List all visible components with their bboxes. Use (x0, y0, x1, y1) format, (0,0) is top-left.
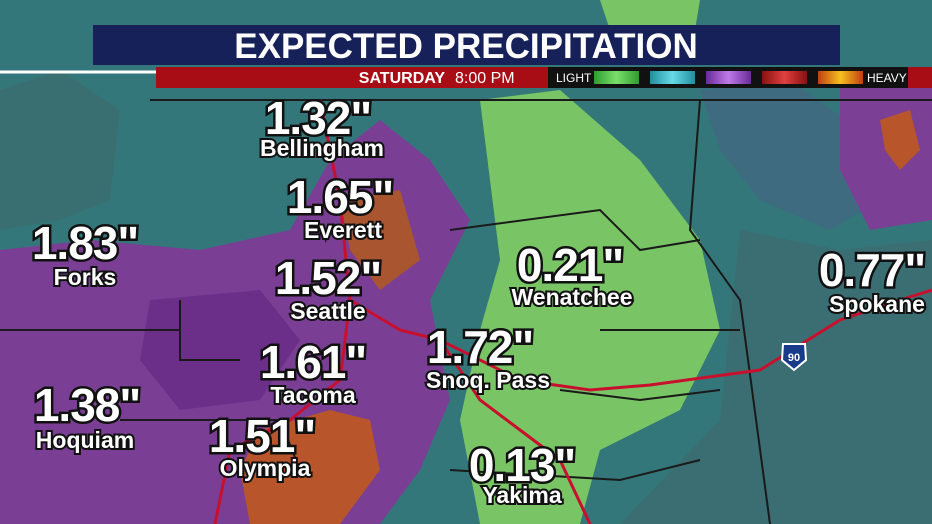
precip-amount: 1.65" (287, 171, 393, 223)
highways (213, 99, 932, 524)
city-name: Yakima (482, 482, 561, 508)
day: SATURDAY (359, 70, 446, 87)
legend-high: HEAVY (867, 71, 907, 85)
highway-number: 90 (788, 352, 800, 364)
city-labels: 1.32"Bellingham 1.65"Everett 1.83"Forks 1.5… (29, 90, 928, 511)
legend-swatch (650, 71, 695, 84)
city-name: Seattle (290, 298, 365, 324)
precip-amount: 1.83" (32, 217, 138, 269)
precip-amount: 1.38" (34, 379, 140, 431)
precip-amount: 0.77" (819, 244, 925, 296)
borders (0, 99, 932, 524)
legend-swatch (706, 71, 751, 84)
city-name: Snoq. Pass (426, 367, 550, 393)
city-name: Tacoma (270, 382, 355, 408)
precip-amount: 0.13" (469, 439, 575, 491)
city-name: Forks (54, 264, 117, 290)
title-bar (93, 25, 840, 65)
title: EXPECTED PRECIPITATION (234, 27, 697, 66)
city-name: Everett (304, 217, 382, 243)
legend-swatch (762, 71, 807, 84)
legend-swatch (594, 71, 639, 84)
precip-amount: 1.52" (275, 252, 381, 304)
precip-amount: 1.72" (427, 321, 533, 373)
precip-amount: 1.61" (260, 336, 366, 388)
highway-shield: 90 (780, 343, 808, 372)
city-name: Bellingham (260, 135, 384, 161)
time: 8:00 PM (455, 70, 515, 87)
precip-amount: 1.32" (265, 92, 371, 144)
city-name: Wenatchee (511, 284, 632, 310)
legend-swatch (818, 71, 863, 84)
legend-low: LIGHT (556, 71, 592, 85)
precip-amount: 0.21" (517, 239, 623, 291)
city-name: Hoquiam (36, 427, 134, 453)
city-name: Spokane (829, 291, 925, 317)
city-name: Olympia (220, 455, 311, 481)
precip-amount: 1.51" (209, 410, 315, 462)
